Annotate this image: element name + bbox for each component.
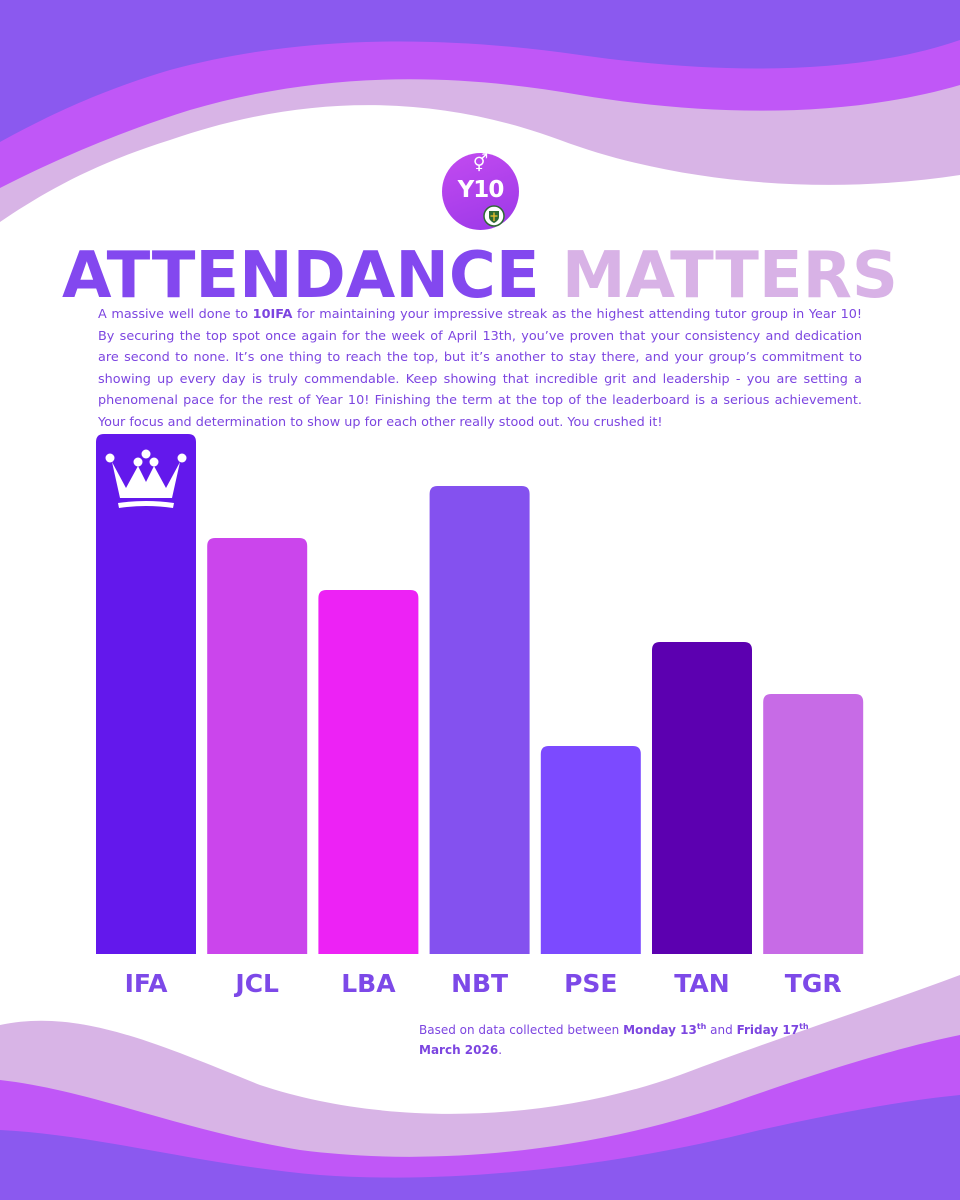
footnote-end: .	[498, 1043, 503, 1057]
bottom-wave-dark	[0, 1095, 960, 1200]
bar-jcl	[207, 538, 308, 954]
bar-lba	[318, 590, 419, 954]
footnote-middle: and	[706, 1023, 737, 1037]
bar-tgr	[763, 694, 864, 954]
footnote-month-year: March 2026	[419, 1043, 499, 1057]
intro-highlight-group: 10IFA	[252, 307, 293, 322]
bar-ifa	[96, 434, 196, 954]
gender-symbol-icon: ⚥	[472, 154, 489, 174]
footnote-end-sup: th	[799, 1022, 809, 1031]
bar-tan	[652, 642, 752, 954]
school-crest-icon	[483, 205, 505, 227]
badge-label: Y10	[457, 177, 505, 203]
intro-text-before: A massive well done to	[98, 307, 253, 322]
category-label-jcl: JCL	[233, 969, 279, 998]
category-label-lba: LBA	[341, 969, 396, 998]
category-label-tgr: TGR	[785, 969, 842, 998]
category-label-nbt: NBT	[451, 969, 508, 998]
title-attendance: ATTENDANCE	[62, 239, 540, 313]
footnote-start-day: Monday 13	[623, 1023, 697, 1037]
title-matters: MATTERS	[561, 239, 898, 313]
category-label-pse: PSE	[564, 969, 617, 998]
intro-paragraph: A massive well done to 10IFA for maintai…	[98, 304, 862, 433]
page-title: ATTENDANCE MATTERS	[0, 238, 960, 314]
footnote-prefix: Based on data collected between	[419, 1023, 624, 1037]
footnote-end-day: Friday 17	[736, 1023, 800, 1037]
crown-icon	[105, 449, 187, 508]
data-footnote: Based on data collected between Monday 1…	[419, 1017, 869, 1060]
category-label-ifa: IFA	[125, 969, 169, 998]
intro-text-after: for maintaining your impressive streak a…	[98, 307, 862, 430]
top-wave-dark	[0, 0, 960, 142]
footnote-start-sup: th	[696, 1022, 707, 1031]
bar-nbt	[429, 486, 530, 954]
category-label-tan: TAN	[674, 969, 729, 998]
year-badge: ⚥ Y10	[442, 153, 519, 230]
bar-pse	[540, 746, 641, 954]
